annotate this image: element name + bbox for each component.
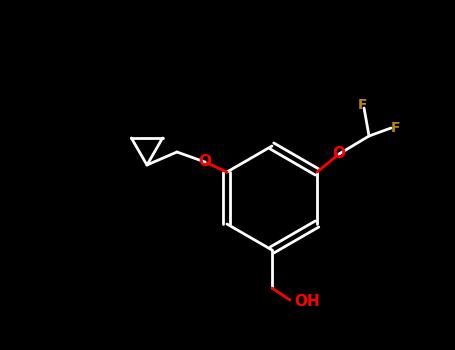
Text: OH: OH: [294, 294, 320, 309]
Text: F: F: [357, 98, 367, 112]
Text: O: O: [198, 154, 212, 169]
Text: F: F: [390, 121, 400, 135]
Text: O: O: [333, 147, 345, 161]
